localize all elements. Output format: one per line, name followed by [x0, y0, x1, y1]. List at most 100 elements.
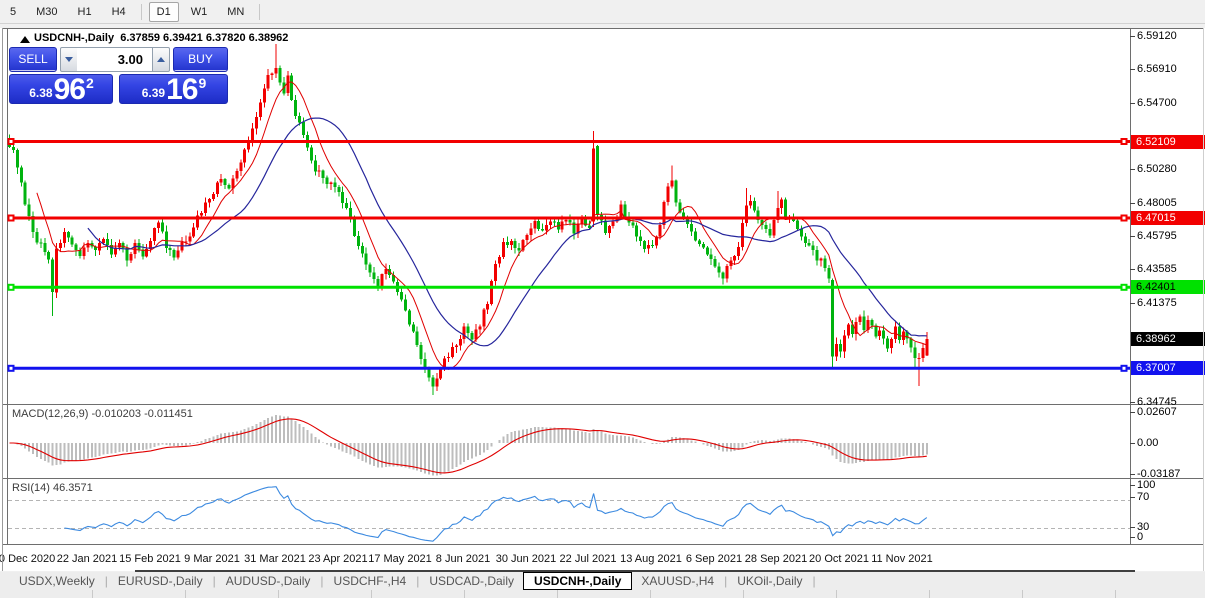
date-axis-label: 8 Jun 2021: [435, 553, 491, 565]
window-frame-right: [1203, 28, 1204, 571]
chart-tab-usdcnh-[interactable]: USDCNH-,Daily: [523, 572, 633, 590]
chart-tab-ukoil-[interactable]: UKOil-,Daily: [737, 574, 803, 588]
price-axis-label: 0.00: [1137, 437, 1159, 449]
timeframe-button-d1[interactable]: D1: [148, 1, 179, 22]
sell-price-pipette: 2: [85, 75, 94, 91]
level-price-tag: 6.52109: [1131, 134, 1205, 149]
price-axis-label: 30: [1137, 521, 1150, 533]
ma-fast-line: [36, 81, 927, 370]
arrow-down-icon: [65, 57, 73, 62]
chart-title-ohlc: 6.37859 6.39421 6.37820 6.38962: [120, 32, 289, 44]
macd-values: -0.010203 -0.011451: [91, 408, 193, 420]
buy-price-prefix: 6.39: [141, 86, 166, 100]
tab-separator: |: [320, 574, 324, 588]
date-axis-label: 22 Jan 2021: [56, 553, 118, 565]
price-axis-label: 6.50280: [1137, 162, 1177, 175]
chart-tab-usdchf-[interactable]: USDCHF-,H4: [333, 574, 407, 588]
date-axis-label: 30 Jun 2021: [495, 553, 557, 565]
buy-price-display[interactable]: 6.39 16 9: [119, 73, 228, 106]
horizontal-line-6.47015[interactable]: [7, 214, 1131, 222]
buy-price-big-digits: 16: [166, 73, 198, 106]
tab-separator: |: [812, 574, 816, 588]
collapse-trade-panel-icon[interactable]: [20, 36, 30, 43]
timeframe-button-5[interactable]: 5: [10, 5, 17, 18]
rsi-line: [64, 486, 928, 542]
arrow-up-icon: [157, 57, 165, 62]
price-axis-label: 70: [1137, 491, 1150, 503]
window-frame-left: [2, 28, 3, 571]
chart-title-symbol: USDCNH-,Daily: [34, 32, 115, 44]
lot-decrease-button[interactable]: [60, 47, 78, 72]
rsi-level-lines: [8, 500, 1130, 529]
chart-window: USDCNH-,Daily 6.37859 6.39421 6.37820 6.…: [0, 28, 1205, 571]
horizontal-line-6.37007[interactable]: [7, 364, 1131, 372]
horizontal-line-6.52109[interactable]: [7, 138, 1131, 145]
date-axis-label: 28 Sep 2021: [744, 553, 808, 565]
tab-separator: |: [416, 574, 420, 588]
tab-separator: |: [212, 574, 216, 588]
timeframe-toolbar: 5 M30 H1 H4 D1 W1 MN: [0, 0, 1205, 24]
chart-window-bottom-frame: [135, 570, 1135, 572]
date-axis-label: 13 Aug 2021: [620, 553, 682, 565]
price-axis-label: 6.59120: [1137, 30, 1177, 43]
date-axis-label: 20 Oct 2021: [809, 553, 869, 565]
timeframe-button-mn[interactable]: MN: [227, 5, 245, 18]
rsi-title: RSI(14): [12, 482, 50, 494]
one-click-trade-panel: SELL BUY 6.38 96 2 6.39 16 9: [9, 47, 228, 106]
status-strip: [0, 590, 1205, 598]
chart-tab-xauusd-[interactable]: XAUUSD-,H4: [641, 574, 715, 588]
date-axis-label: 31 Mar 2021: [244, 553, 306, 565]
price-axis-label: 6.54700: [1137, 96, 1177, 109]
date-axis-label: 9 Mar 2021: [184, 553, 240, 565]
price-axis-label: 0: [1137, 531, 1144, 543]
lot-size-input[interactable]: [77, 47, 152, 72]
date-axis-label: 30 Dec 2020: [0, 553, 56, 565]
macd-indicator-label: MACD(12,26,9) -0.010203 -0.011451: [12, 408, 193, 420]
lot-increase-button[interactable]: [152, 47, 170, 72]
ma-slow-line: [87, 117, 927, 347]
horizontal-line-6.42401[interactable]: [7, 283, 1131, 291]
price-axis-label: 6.43585: [1137, 263, 1177, 276]
rsi-value: 46.3571: [52, 482, 93, 494]
tab-separator: |: [104, 574, 108, 588]
date-axis-label: 15 Feb 2021: [119, 553, 181, 565]
level-price-tag: 6.42401: [1131, 280, 1205, 295]
date-axis-label: 22 Jul 2021: [559, 553, 617, 565]
price-axis-label: 100: [1137, 479, 1156, 491]
buy-button[interactable]: BUY: [173, 47, 228, 72]
date-axis-label: 6 Sep 2021: [685, 553, 743, 565]
chart-tab-eurusd-[interactable]: EURUSD-,Daily: [117, 574, 203, 588]
date-axis-label: 23 Apr 2021: [308, 553, 368, 565]
current-price-tag: 6.38962: [1131, 331, 1205, 346]
sell-price-prefix: 6.38: [29, 86, 53, 100]
sell-button[interactable]: SELL: [9, 47, 57, 72]
sell-price-display[interactable]: 6.38 96 2: [9, 73, 113, 106]
date-axis-label: 11 Nov 2021: [871, 553, 933, 565]
price-axis-label: 6.34745: [1137, 396, 1177, 409]
price-axis-label: 6.45795: [1137, 230, 1177, 243]
sell-price-big-digits: 96: [53, 73, 86, 106]
price-axis-label: 6.41375: [1137, 296, 1177, 309]
candles-layer: [8, 44, 929, 395]
price-axis-label: 6.48005: [1137, 197, 1177, 210]
axis-tick-marks: [1130, 36, 1135, 538]
toolbar-separator: [259, 3, 261, 20]
macd-histogram: [12, 415, 928, 476]
price-axis-label: 0.02607: [1137, 406, 1177, 418]
chart-tab-usdx[interactable]: USDX,Weekly: [19, 574, 95, 588]
chart-title: USDCNH-,Daily 6.37859 6.39421 6.37820 6.…: [34, 32, 288, 44]
level-price-tag: 6.47015: [1131, 210, 1205, 225]
timeframe-button-w1[interactable]: W1: [190, 5, 208, 18]
timeframe-button-h4[interactable]: H4: [111, 5, 126, 18]
tab-separator: |: [724, 574, 728, 588]
price-axis-label: -0.03187: [1137, 468, 1181, 480]
timeframe-button-h1[interactable]: H1: [77, 5, 92, 18]
date-axis-label: 17 May 2021: [368, 553, 432, 565]
level-price-tag: 6.37007: [1131, 361, 1205, 376]
chart-tab-audusd-[interactable]: AUDUSD-,Daily: [225, 574, 311, 588]
chart-tab-bar: USDX,Weekly | EURUSD-,Daily | AUDUSD-,Daily |…: [0, 572, 1205, 590]
chart-tab-usdcad-[interactable]: USDCAD-,Daily: [429, 574, 515, 588]
macd-signal-line: [9, 418, 927, 474]
timeframe-button-m30[interactable]: M30: [36, 5, 58, 18]
